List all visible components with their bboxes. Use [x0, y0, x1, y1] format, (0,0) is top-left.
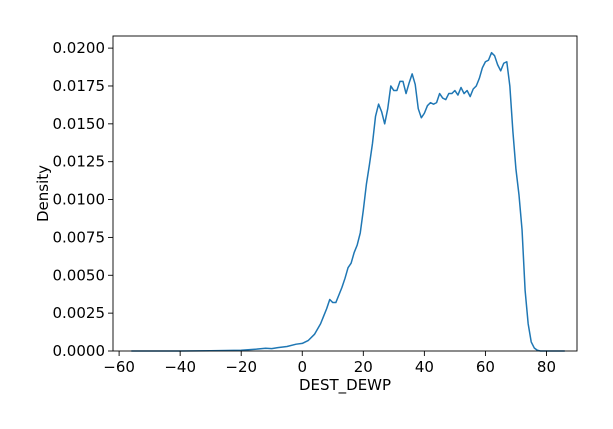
x-tick-label: −60 — [103, 358, 135, 376]
y-tick-label: 0.0100 — [53, 191, 106, 209]
x-tick-label: 0 — [297, 358, 307, 376]
y-axis-ticks: 0.0000 0.0025 0.0050 0.0075 0.0100 0.0125 0.01… — [53, 39, 113, 360]
y-tick-label: 0.0200 — [53, 39, 106, 57]
y-tick-label: 0.0025 — [53, 304, 106, 322]
x-axis-label: DEST_DEWP — [299, 376, 391, 395]
y-axis-label: Density — [34, 165, 52, 222]
axes-frame — [112, 35, 578, 352]
x-tick-label: 80 — [537, 358, 556, 376]
plot-area — [112, 35, 578, 352]
y-tick-label: 0.0075 — [53, 228, 106, 246]
x-tick-label: −20 — [225, 358, 257, 376]
y-tick-label: 0.0050 — [53, 266, 106, 284]
x-tick-label: −40 — [164, 358, 196, 376]
x-tick-label: 40 — [415, 358, 434, 376]
y-tick-label: 0.0150 — [53, 115, 106, 133]
density-curve — [131, 51, 565, 352]
x-tick-label: 60 — [476, 358, 495, 376]
y-tick-label: 0.0125 — [53, 153, 106, 171]
x-axis-ticks: −60 −40 −20 0 20 40 60 80 — [103, 351, 556, 376]
x-tick-label: 20 — [354, 358, 373, 376]
y-tick-label: 0.0000 — [53, 342, 106, 360]
y-tick-label: 0.0175 — [53, 77, 106, 95]
